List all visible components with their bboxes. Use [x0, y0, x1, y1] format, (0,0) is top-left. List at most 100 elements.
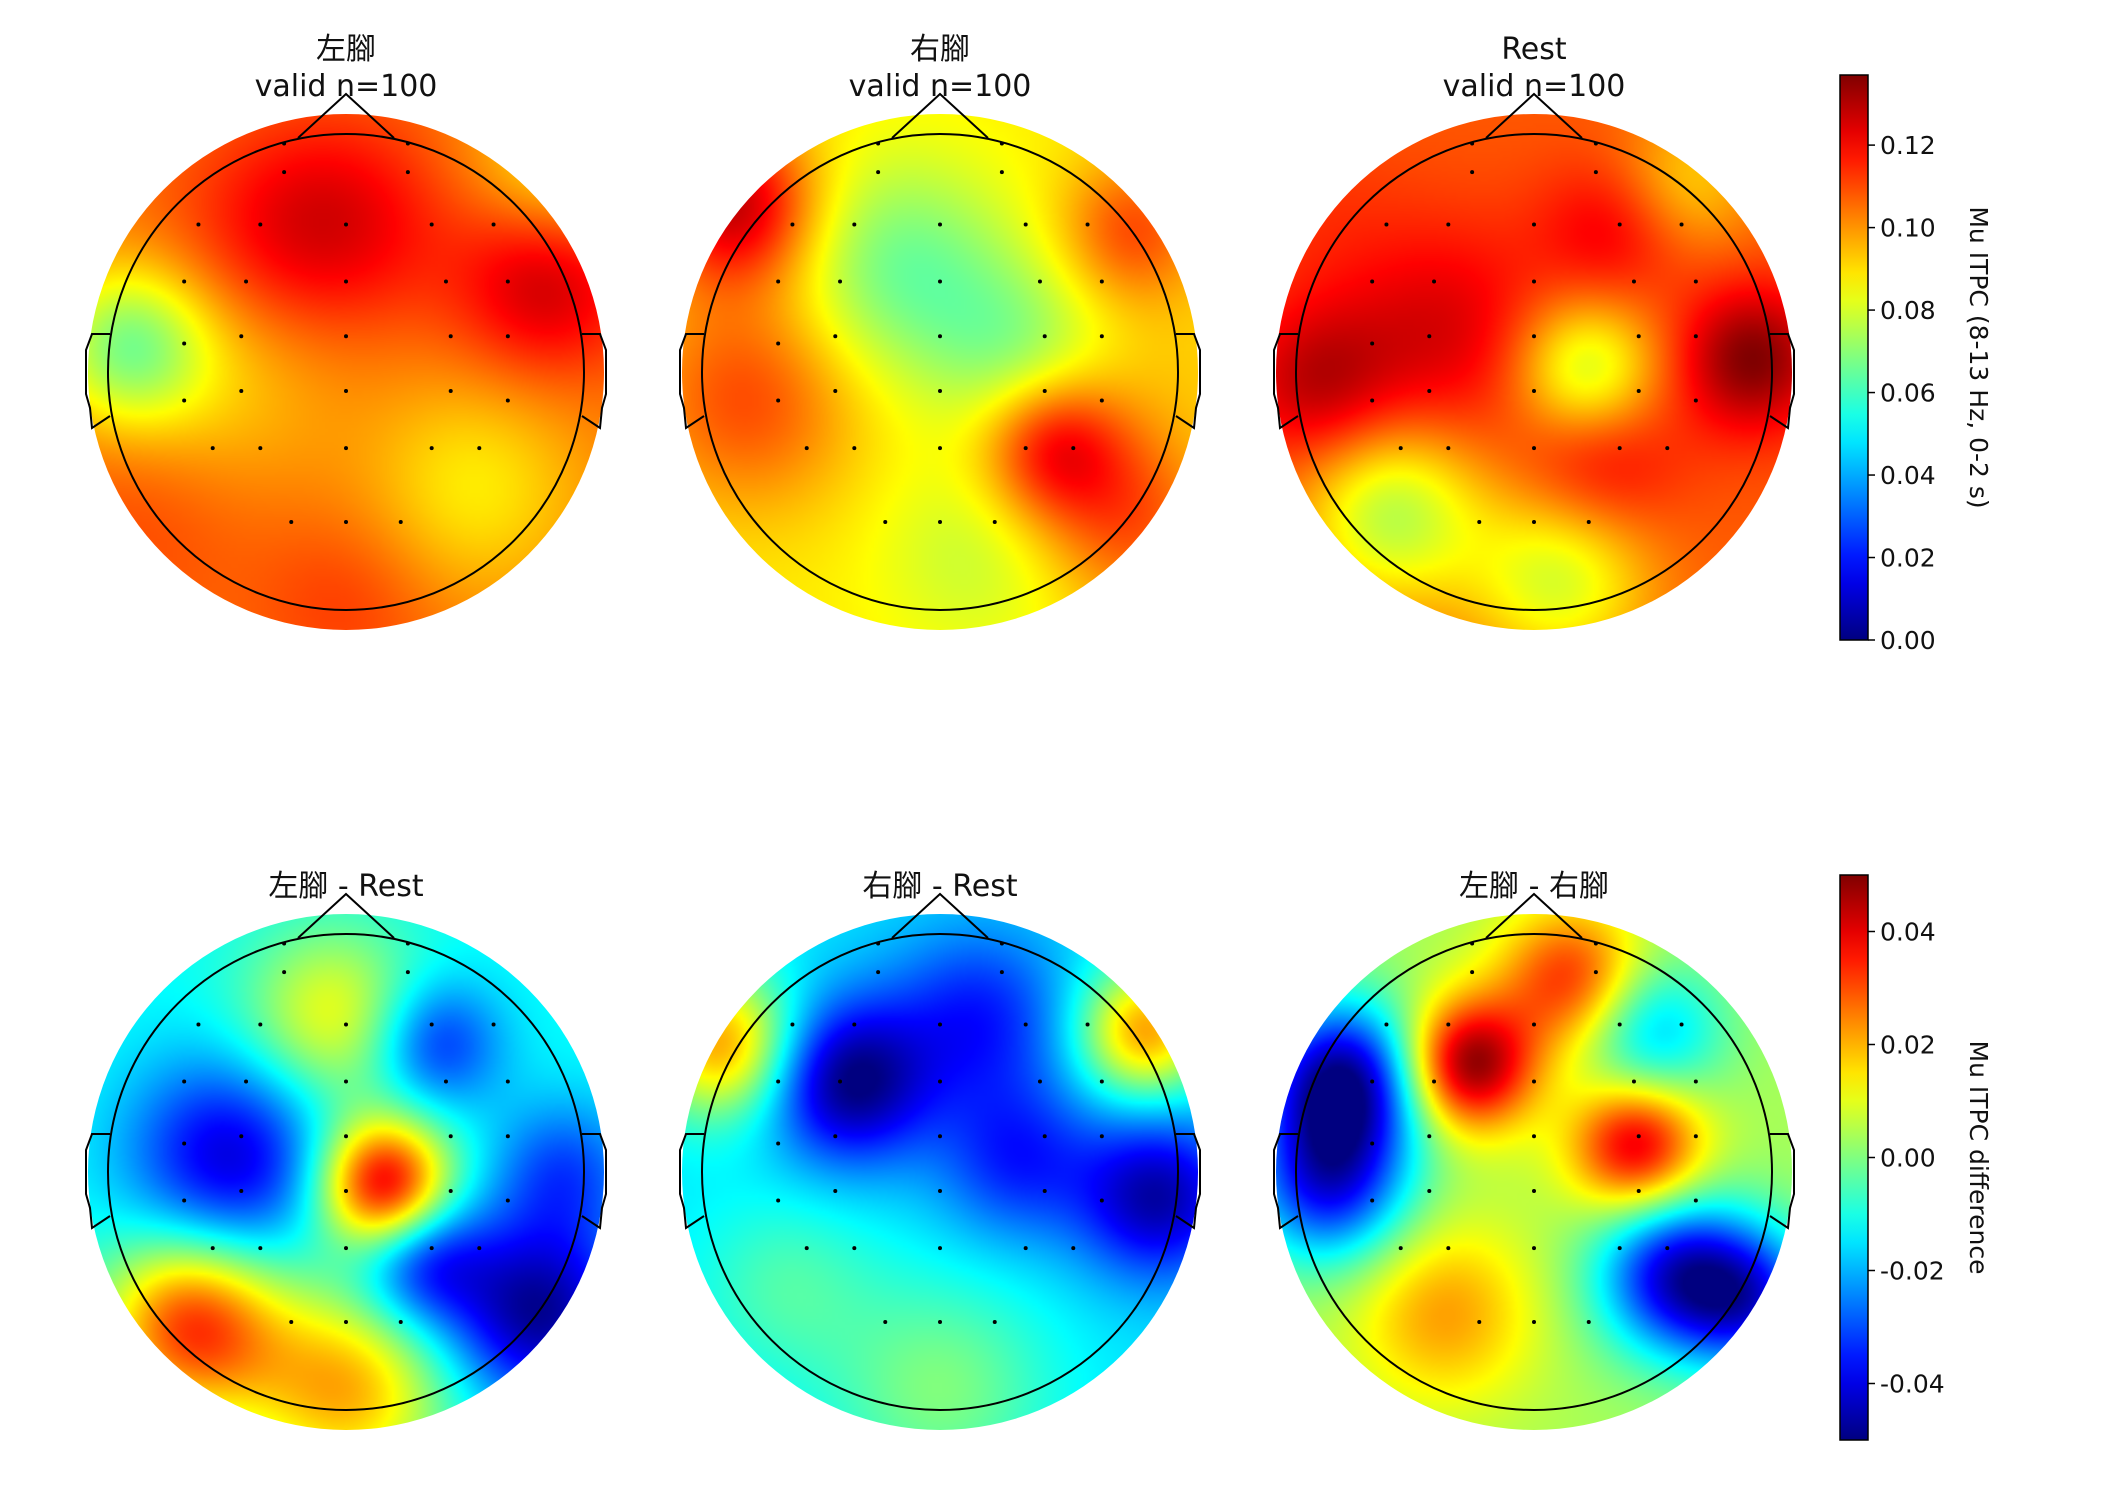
sensor-dot	[1023, 222, 1028, 227]
sensor-dot	[1446, 446, 1451, 451]
sensor-dot	[883, 519, 888, 524]
sensor-dot	[938, 279, 942, 284]
sensor-dot	[1099, 1079, 1104, 1084]
sensor-dot	[1532, 222, 1536, 227]
nose-outline	[891, 92, 989, 139]
sensor-dot	[1099, 1134, 1104, 1139]
sensor-dot	[1023, 1022, 1028, 1027]
right-ear-outline	[1175, 1133, 1201, 1230]
sensor-dot	[852, 446, 857, 451]
sensor-dot	[1071, 446, 1076, 451]
colorbar-tick-label: 0.10	[1880, 214, 1936, 243]
sensor-dot	[1593, 970, 1598, 975]
sensor-dot	[282, 141, 287, 146]
sensor-dot	[182, 1198, 187, 1203]
sensor-dot	[344, 519, 348, 524]
sensor-dot	[1470, 970, 1475, 975]
sensor-dot	[938, 389, 942, 394]
sensor-dot	[282, 970, 287, 975]
sensor-dot	[1085, 1022, 1090, 1027]
sensor-dot	[448, 1134, 453, 1139]
sensor-dot	[405, 141, 410, 146]
sensor-dot	[1023, 1246, 1028, 1251]
right-ear-outline	[1769, 333, 1795, 430]
panel-title: 左腳 - 右腳	[1459, 869, 1609, 904]
sensor-dot	[289, 1319, 294, 1324]
sensor-dot	[776, 341, 781, 346]
sensor-dot	[282, 170, 287, 175]
panel-title: 右腳 - Rest	[862, 869, 1017, 904]
sensor-dot	[443, 279, 448, 284]
sensor-dot	[1099, 398, 1104, 403]
sensor-dot	[1446, 1022, 1451, 1027]
sensor-dot	[1042, 334, 1047, 339]
nose-outline	[891, 892, 989, 939]
sensor-dot	[1617, 222, 1622, 227]
sensor-dot	[244, 279, 249, 284]
sensor-dot	[1636, 1134, 1641, 1139]
sensor-dot	[1532, 1189, 1536, 1194]
sensor-dot	[477, 446, 482, 451]
nose-outline	[1485, 892, 1583, 939]
sensor-dot	[838, 279, 843, 284]
head-outline	[701, 133, 1179, 611]
sensor-dot	[210, 1246, 215, 1251]
sensor-dot	[992, 1319, 997, 1324]
sensor-dot	[1636, 389, 1641, 394]
colorbar-gradient	[1839, 874, 1869, 1441]
sensor-dot	[804, 1246, 809, 1251]
sensor-dot	[1693, 279, 1698, 284]
topomap-heatfield	[1276, 914, 1792, 1430]
sensor-dot	[505, 398, 510, 403]
head-outline	[107, 133, 585, 611]
sensor-dot	[852, 1022, 857, 1027]
sensor-dot	[505, 1079, 510, 1084]
sensor-dot	[1665, 446, 1670, 451]
sensor-dot	[938, 446, 942, 451]
sensor-dot	[938, 519, 942, 524]
colorbar-tick-label: 0.00	[1880, 1144, 1936, 1173]
sensor-dot	[258, 1246, 263, 1251]
sensor-dot	[1532, 1022, 1536, 1027]
sensor-dot	[1446, 222, 1451, 227]
colorbar-tick-label: 0.06	[1880, 379, 1936, 408]
sensor-dot	[776, 279, 781, 284]
sensor-dot	[1532, 446, 1536, 451]
sensor-dot	[804, 446, 809, 451]
sensor-dot	[1477, 1319, 1482, 1324]
topomap-heatfield	[88, 114, 604, 630]
sensor-dot	[1693, 334, 1698, 339]
sensor-dot	[505, 1198, 510, 1203]
sensor-dot	[1427, 1189, 1432, 1194]
colorbar-tick-label: 0.00	[1880, 626, 1936, 655]
sensor-dot	[1532, 1134, 1536, 1139]
sensor-dot	[776, 1079, 781, 1084]
sensor-dot	[1042, 389, 1047, 394]
sensor-dot	[1679, 222, 1684, 227]
sensor-dot	[448, 1189, 453, 1194]
sensor-dot	[1042, 1134, 1047, 1139]
sensor-dot	[1427, 334, 1432, 339]
topomap-heatfield	[1276, 114, 1792, 630]
sensor-dot	[938, 1189, 942, 1194]
colorbar-tick-label: -0.04	[1880, 1370, 1945, 1399]
sensor-dot	[1099, 1198, 1104, 1203]
sensor-dot	[1427, 389, 1432, 394]
sensor-dot	[196, 222, 201, 227]
sensor-dot	[776, 398, 781, 403]
left-ear-outline	[1273, 333, 1299, 430]
sensor-dot	[833, 1134, 838, 1139]
sensor-dot	[239, 389, 244, 394]
sensor-dot	[1631, 1079, 1636, 1084]
colorbar-tick-label: 0.02	[1880, 1031, 1936, 1060]
sensor-dot	[405, 170, 410, 175]
nose-outline	[297, 892, 395, 939]
colorbar-tick-label: -0.02	[1880, 1257, 1945, 1286]
sensor-dot	[1693, 1079, 1698, 1084]
sensor-dot	[196, 1022, 201, 1027]
